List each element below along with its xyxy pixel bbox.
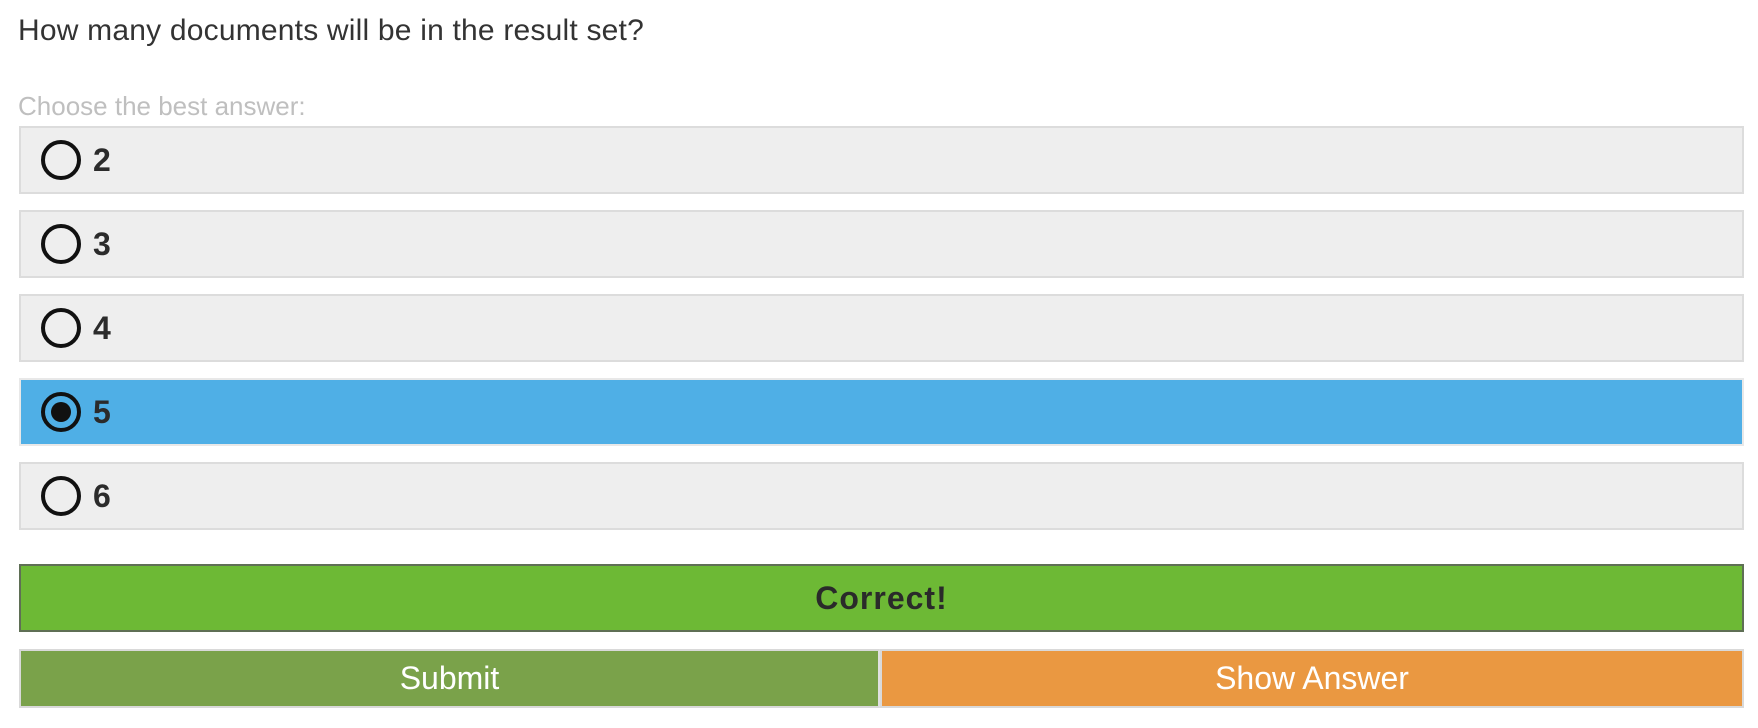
answer-option-3[interactable]: 4 bbox=[19, 294, 1744, 362]
answer-option-4[interactable]: 5 bbox=[19, 378, 1744, 446]
radio-button-icon[interactable] bbox=[41, 308, 81, 348]
answer-option-label: 2 bbox=[93, 141, 111, 178]
radio-button-icon[interactable] bbox=[41, 392, 81, 432]
radio-button-icon[interactable] bbox=[41, 476, 81, 516]
radio-button-icon[interactable] bbox=[41, 224, 81, 264]
answer-option-label: 6 bbox=[93, 477, 111, 514]
feedback-banner: Correct! bbox=[19, 564, 1744, 632]
answer-options: 2 3 4 5 6 bbox=[19, 126, 1744, 546]
answer-option-1[interactable]: 2 bbox=[19, 126, 1744, 194]
answer-option-label: 4 bbox=[93, 309, 111, 346]
question-text: How many documents will be in the result… bbox=[18, 14, 644, 47]
answer-option-5[interactable]: 6 bbox=[19, 462, 1744, 530]
show-answer-button[interactable]: Show Answer bbox=[880, 649, 1744, 708]
answer-option-label: 3 bbox=[93, 225, 111, 262]
radio-button-icon[interactable] bbox=[41, 140, 81, 180]
action-buttons: Submit Show Answer bbox=[19, 649, 1744, 708]
answer-option-label: 5 bbox=[93, 393, 111, 430]
submit-button[interactable]: Submit bbox=[19, 649, 880, 708]
radio-selected-dot-icon bbox=[51, 402, 71, 422]
answer-instruction: Choose the best answer: bbox=[18, 91, 306, 121]
answer-option-2[interactable]: 3 bbox=[19, 210, 1744, 278]
